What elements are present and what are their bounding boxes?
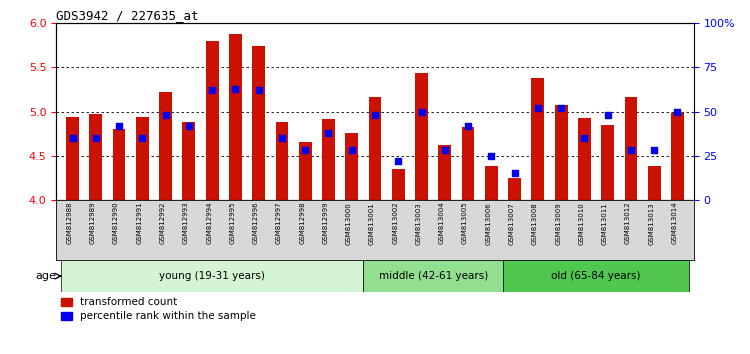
Text: GSM813006: GSM813006: [485, 202, 491, 245]
Bar: [578, 118, 591, 200]
Bar: [298, 142, 311, 200]
Bar: [625, 97, 638, 200]
Text: GSM813011: GSM813011: [602, 202, 608, 245]
Bar: [275, 122, 288, 200]
Point: [90, 135, 102, 141]
Bar: [671, 113, 684, 200]
Text: GSM813005: GSM813005: [462, 202, 468, 245]
Point: [602, 112, 613, 118]
Text: GSM813003: GSM813003: [416, 202, 422, 245]
Point: [160, 112, 172, 118]
Bar: [229, 34, 242, 200]
Bar: [61, 260, 363, 292]
Point: [322, 130, 334, 136]
Point: [346, 148, 358, 153]
Bar: [368, 97, 382, 200]
Bar: [322, 119, 334, 200]
Point: [416, 109, 428, 114]
Text: GSM812992: GSM812992: [160, 202, 166, 244]
Point: [671, 109, 683, 114]
Point: [136, 135, 148, 141]
Bar: [136, 117, 148, 200]
Text: GSM812988: GSM812988: [67, 202, 73, 245]
Text: GSM812995: GSM812995: [230, 202, 236, 244]
Bar: [503, 260, 689, 292]
Text: GSM812996: GSM812996: [253, 202, 259, 245]
Text: young (19-31 years): young (19-31 years): [159, 271, 265, 281]
Text: old (65-84 years): old (65-84 years): [551, 271, 640, 281]
Bar: [648, 166, 661, 200]
Point: [253, 87, 265, 93]
Point: [276, 135, 288, 141]
Text: GSM813012: GSM813012: [625, 202, 631, 245]
Text: GSM813007: GSM813007: [509, 202, 515, 245]
Point: [485, 153, 497, 159]
Text: GSM812991: GSM812991: [136, 202, 142, 245]
Legend: transformed count, percentile rank within the sample: transformed count, percentile rank withi…: [62, 297, 256, 321]
Point: [392, 158, 404, 164]
Bar: [182, 122, 195, 200]
Bar: [112, 129, 125, 200]
Bar: [392, 169, 405, 200]
Point: [532, 105, 544, 111]
Point: [299, 148, 311, 153]
Text: GSM812990: GSM812990: [113, 202, 119, 245]
Text: GSM812997: GSM812997: [276, 202, 282, 245]
Bar: [66, 117, 79, 200]
Point: [113, 123, 125, 129]
Bar: [89, 114, 102, 200]
Bar: [252, 46, 265, 200]
Text: GSM813001: GSM813001: [369, 202, 375, 245]
Bar: [555, 105, 568, 200]
Bar: [602, 125, 614, 200]
Point: [439, 148, 451, 153]
Text: GSM812998: GSM812998: [299, 202, 305, 245]
Bar: [363, 260, 503, 292]
Bar: [159, 92, 172, 200]
Point: [183, 123, 195, 129]
Point: [67, 135, 79, 141]
Point: [625, 148, 637, 153]
Text: GSM813013: GSM813013: [648, 202, 654, 245]
Text: GSM813004: GSM813004: [439, 202, 445, 245]
Bar: [439, 145, 452, 200]
Point: [578, 135, 590, 141]
Text: GSM812999: GSM812999: [322, 202, 328, 245]
Text: GSM813009: GSM813009: [555, 202, 561, 245]
Text: GSM813002: GSM813002: [392, 202, 398, 245]
Point: [509, 171, 520, 176]
Bar: [485, 166, 498, 200]
Point: [555, 105, 567, 111]
Bar: [345, 133, 358, 200]
Text: GSM812989: GSM812989: [90, 202, 96, 245]
Text: GDS3942 / 227635_at: GDS3942 / 227635_at: [56, 9, 199, 22]
Bar: [462, 127, 475, 200]
Point: [462, 123, 474, 129]
Point: [369, 112, 381, 118]
Bar: [416, 73, 428, 200]
Bar: [509, 178, 521, 200]
Bar: [206, 41, 218, 200]
Text: middle (42-61 years): middle (42-61 years): [379, 271, 488, 281]
Text: GSM812994: GSM812994: [206, 202, 212, 244]
Point: [206, 87, 218, 93]
Text: GSM813014: GSM813014: [671, 202, 677, 245]
Text: GSM813000: GSM813000: [346, 202, 352, 245]
Bar: [532, 78, 544, 200]
Text: GSM812993: GSM812993: [183, 202, 189, 245]
Text: age: age: [36, 271, 57, 281]
Point: [648, 148, 660, 153]
Point: [230, 86, 242, 91]
Text: GSM813008: GSM813008: [532, 202, 538, 245]
Text: GSM813010: GSM813010: [578, 202, 584, 245]
